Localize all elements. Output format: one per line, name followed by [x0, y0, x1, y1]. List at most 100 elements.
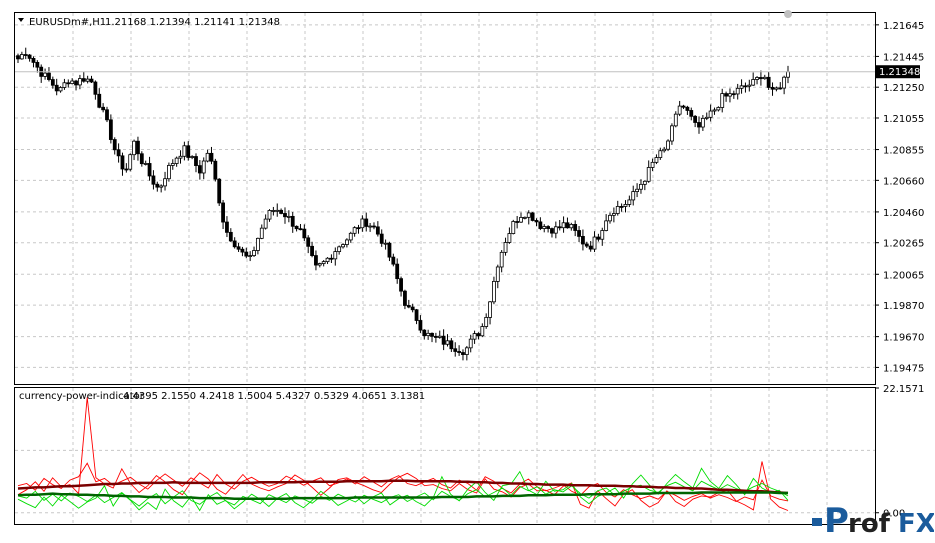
candle-body [689, 110, 694, 117]
candle-body [54, 84, 59, 92]
candle-body [604, 220, 609, 231]
candle-body [577, 230, 581, 237]
candle-body [379, 233, 384, 244]
logo-p: P [824, 501, 849, 538]
price-tick-label: 1.19870 [883, 301, 924, 312]
shift-marker-icon[interactable] [784, 10, 792, 18]
candle-body [650, 161, 655, 168]
candle-body [383, 242, 388, 245]
candle-body [352, 227, 357, 234]
candle-body [534, 220, 539, 223]
candle-body [766, 76, 771, 88]
candle-body [553, 226, 558, 234]
candle-body [712, 109, 717, 112]
candle-body [286, 215, 291, 218]
candle-body [101, 106, 106, 111]
candle-body [16, 55, 20, 60]
candle-body [677, 105, 682, 115]
current-price-label: 1.21348 [879, 67, 920, 78]
candle-body [480, 326, 485, 337]
candle-body [507, 233, 512, 243]
candle-body [186, 145, 191, 158]
candle-body [735, 87, 740, 95]
indicator-header-values: 4.4395 2.1550 4.2418 1.5004 5.4327 0.532… [123, 391, 425, 402]
candle-body [167, 165, 171, 180]
candle-body [182, 145, 187, 157]
price-tick-label: 1.19475 [883, 363, 924, 374]
candle-body [364, 218, 369, 227]
candle-body [731, 93, 736, 96]
candle-body [488, 301, 492, 318]
candle-body [395, 263, 400, 280]
indicator-axis: 22.1571 0.00 [875, 384, 924, 520]
candle-body [294, 225, 299, 230]
candle-body [700, 117, 705, 128]
candle-body [244, 251, 249, 257]
candle-body [472, 333, 477, 340]
indicator-plot-frame[interactable] [14, 387, 876, 525]
candle-body [306, 237, 311, 247]
candle-body [600, 230, 605, 240]
candle-body [759, 77, 763, 80]
main-header-ohlc: 1.21168 1.21394 1.21141 1.21348 [105, 17, 280, 28]
candle-body [255, 237, 260, 251]
candle-body [635, 188, 639, 192]
candle-body [275, 209, 280, 212]
candle-body [74, 80, 78, 86]
candle-body [387, 242, 392, 258]
candle-body [23, 54, 28, 56]
candle-body [43, 72, 47, 77]
candle-body [453, 348, 458, 352]
candle-body [728, 93, 732, 97]
candle-body [484, 317, 489, 327]
candle-body [437, 335, 442, 338]
candle-body [236, 246, 241, 250]
candle-body [445, 340, 450, 345]
candle-body [221, 202, 225, 223]
candle-body [596, 236, 601, 240]
candle-body [217, 178, 222, 204]
candle-body [751, 79, 756, 86]
candle-body [263, 218, 268, 229]
candle-body [418, 320, 423, 331]
candle-body [410, 306, 415, 311]
candle-body [81, 78, 86, 82]
price-tick-label: 1.20460 [883, 208, 924, 219]
candle-body [584, 243, 589, 247]
candle-body [372, 225, 376, 228]
candle-body [159, 185, 164, 188]
candle-body [519, 217, 523, 223]
candle-body [646, 167, 651, 182]
candle-body [743, 85, 748, 88]
logo-rof: rof [848, 509, 891, 538]
candle-body [197, 165, 202, 174]
candle-body [58, 87, 63, 92]
candle-body [178, 155, 183, 159]
candle-body [356, 227, 361, 230]
candle-body [762, 76, 767, 80]
main-header-symbol: EURUSDm#,H1 [29, 17, 106, 28]
candle-body [194, 156, 198, 166]
candle-body [662, 148, 667, 152]
candle-body [62, 82, 67, 88]
candle-body [639, 183, 643, 190]
dropdown-arrow-icon[interactable] [18, 18, 24, 22]
candle-body [329, 257, 334, 260]
indicator-header-name: currency-power-indicator [19, 391, 145, 402]
price-tick-label: 1.20265 [883, 239, 924, 250]
candle-body [147, 163, 152, 177]
candle-body [201, 160, 206, 174]
candle-body [642, 180, 647, 185]
candle-body [565, 222, 570, 229]
candle-body [66, 82, 71, 85]
price-tick-label: 1.21055 [883, 114, 924, 125]
candle-body [457, 351, 462, 353]
candle-body [70, 80, 75, 84]
candle-body [360, 218, 365, 229]
main-plot-frame[interactable] [14, 12, 876, 385]
candle-body [19, 54, 24, 60]
candle-body [461, 352, 465, 355]
candle-body [27, 54, 32, 59]
